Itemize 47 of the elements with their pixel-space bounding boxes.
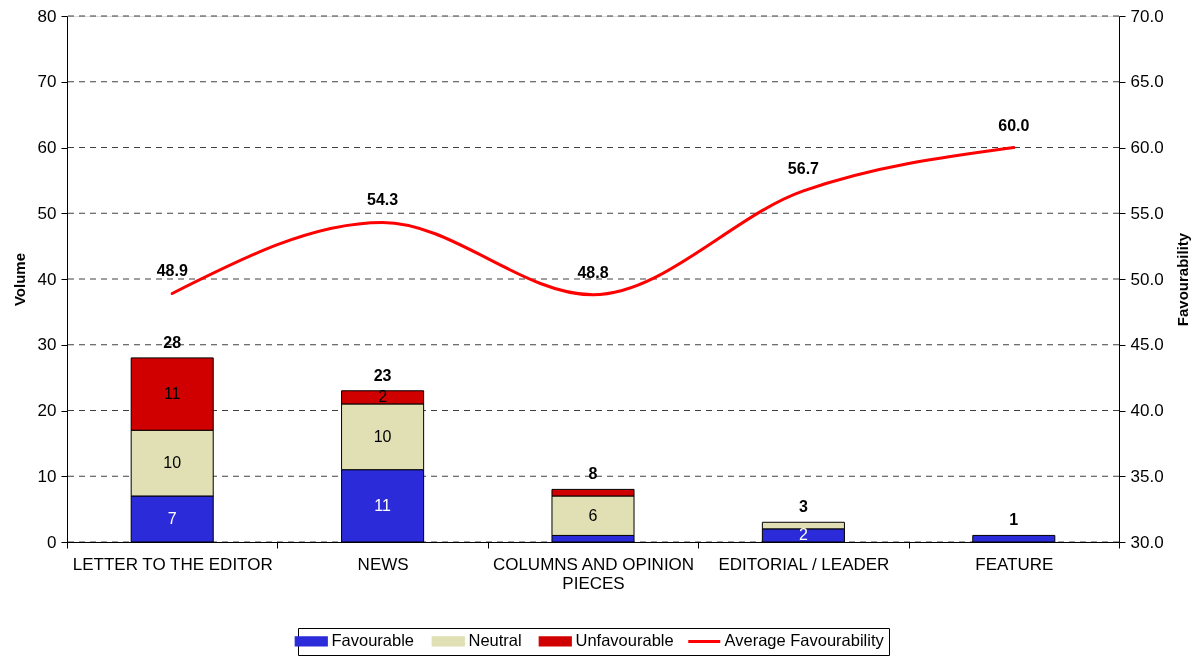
legend-label: Neutral — [468, 631, 522, 650]
x-tick-label: NEWS — [357, 554, 409, 574]
data-label: 11 — [163, 385, 181, 403]
y2-tick-label: 50.0 — [1130, 269, 1164, 289]
y-axis-title: Volume — [10, 252, 28, 307]
y-tick-label: 30 — [37, 335, 57, 355]
total-label: 3 — [798, 498, 808, 516]
y2-tick-label: 30.0 — [1130, 532, 1164, 552]
y2-tick-label: 65.0 — [1130, 72, 1164, 92]
data-label: 2 — [798, 526, 808, 544]
y-tick-label: 40 — [37, 269, 57, 289]
data-label: 10 — [163, 454, 182, 472]
data-label: 48.8 — [577, 263, 609, 281]
y2-tick-label: 40.0 — [1130, 401, 1164, 420]
y2-tick-label: 35.0 — [1130, 466, 1164, 486]
y-tick-label: 50 — [37, 203, 57, 223]
y2-tick-label: 60.0 — [1130, 138, 1164, 157]
y-tick-label: 10 — [37, 466, 57, 486]
total-label: 23 — [373, 366, 392, 384]
data-label: 10 — [373, 427, 392, 445]
x-tick-label: EDITORIAL / LEADER — [718, 554, 890, 574]
data-label: 6 — [588, 506, 598, 524]
y2-tick-label: 70.0 — [1130, 6, 1164, 26]
data-label: 60.0 — [998, 116, 1030, 134]
data-label: 7 — [167, 509, 177, 527]
legend-label: Unfavourable — [575, 631, 674, 650]
y-tick-label: 80 — [37, 6, 57, 26]
y-tick-label: 20 — [37, 401, 57, 420]
y2-axis-title: Favourability — [1173, 232, 1191, 327]
y2-tick-label: 55.0 — [1130, 203, 1164, 223]
data-label: 2 — [378, 388, 388, 406]
x-tick-label: FEATURE — [975, 554, 1054, 574]
legend-label: Favourable — [331, 631, 415, 650]
y-tick-label: 0 — [47, 532, 57, 552]
y-tick-label: 60 — [37, 138, 57, 157]
legend-label: Average Favourability — [724, 631, 885, 650]
y2-tick-label: 45.0 — [1130, 335, 1164, 355]
y-tick-label: 70 — [37, 72, 57, 92]
total-label: 28 — [163, 333, 182, 351]
data-label: 11 — [374, 496, 392, 514]
total-label: 8 — [588, 465, 598, 483]
x-tick-label: LETTER TO THE EDITOR — [72, 554, 273, 574]
data-label: 48.9 — [156, 262, 188, 280]
x-tick-label: COLUMNS AND OPINION PIECES — [492, 554, 695, 593]
total-label: 1 — [1009, 511, 1019, 529]
data-label: 54.3 — [367, 191, 399, 209]
data-label: 56.7 — [787, 159, 820, 177]
